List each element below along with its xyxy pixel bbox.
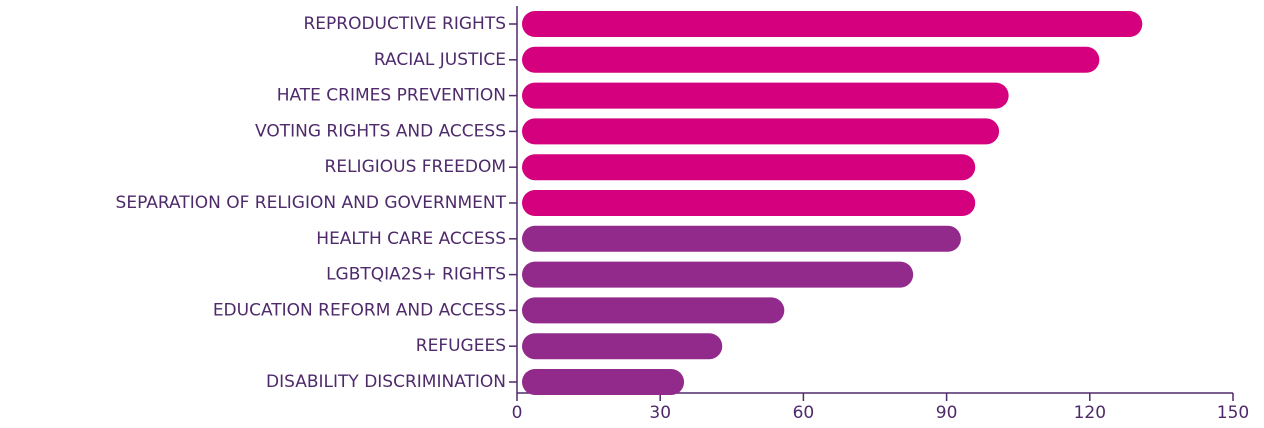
bar [522,225,961,252]
x-tick-label: 0 [512,403,523,423]
bar [522,11,1143,37]
y-tick-label: RELIGIOUS FREEDOM [325,157,506,177]
y-tick-label: HATE CRIMES PREVENTION [277,86,506,106]
y-tick-label: SEPARATION OF RELIGION AND GOVERNMENT [116,193,507,213]
y-tick-label: LGBTQIA2S+ RIGHTS [326,265,506,285]
x-tick-label: 150 [1217,403,1249,423]
x-tick-label: 120 [1074,403,1106,423]
y-tick-label: REPRODUCTIVE RIGHTS [303,14,506,34]
x-tick-label: 90 [936,403,958,423]
bar [522,369,685,395]
x-tick-label: 60 [793,403,815,423]
bar [522,261,914,288]
x-tick-label: 30 [649,403,671,423]
bar [522,190,976,216]
y-tick-label: HEALTH CARE ACCESS [316,229,506,249]
bar [522,118,1000,145]
bar [522,297,785,324]
bar [522,154,976,181]
bar [522,46,1100,73]
bar [522,333,723,360]
y-tick-label: RACIAL JUSTICE [374,50,506,70]
bar [522,82,1009,109]
y-tick-label: EDUCATION REFORM AND ACCESS [213,300,506,320]
y-tick-label: VOTING RIGHTS AND ACCESS [255,121,506,141]
y-tick-label: DISABILITY DISCRIMINATION [266,372,506,392]
y-tick-label: REFUGEES [416,336,506,356]
